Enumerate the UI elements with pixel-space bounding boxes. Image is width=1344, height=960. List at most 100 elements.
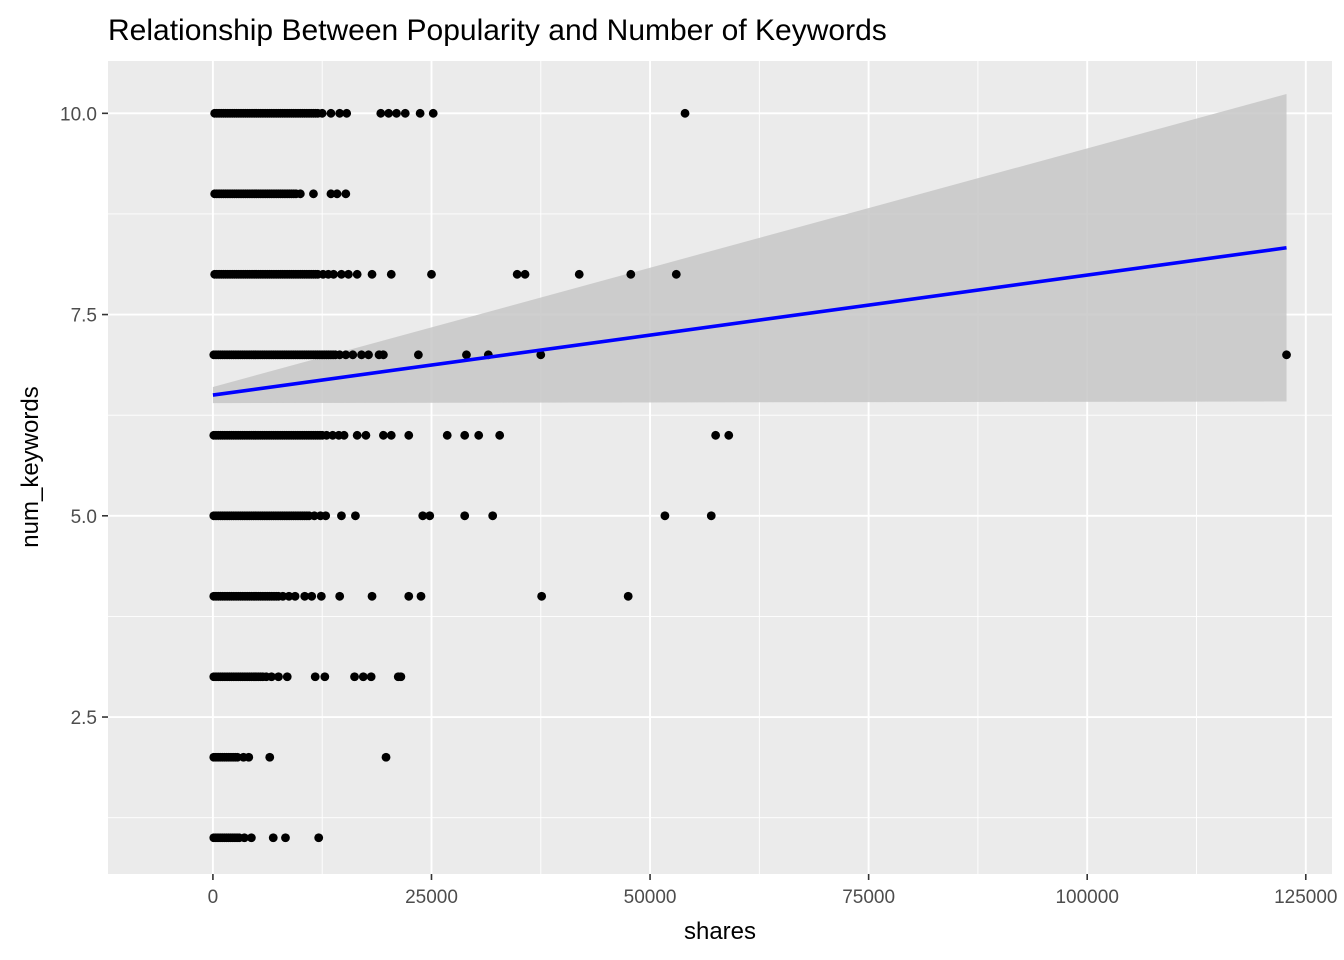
data-point (428, 108, 438, 118)
data-point (404, 430, 414, 440)
data-point (328, 430, 338, 440)
data-point (386, 269, 396, 279)
y-tick-label: 10.0 (60, 104, 97, 125)
data-point (1282, 350, 1291, 360)
data-point (537, 591, 547, 601)
data-point (379, 430, 388, 440)
data-point (488, 511, 498, 521)
y-axis-title: num_keywords (17, 386, 44, 547)
fit-line-layer (212, 245, 1287, 397)
x-tick-label: 0 (208, 887, 219, 908)
data-point (326, 108, 336, 118)
data-point (520, 269, 530, 279)
data-point (267, 672, 276, 682)
data-point (239, 833, 249, 843)
data-point (427, 269, 436, 279)
data-point (329, 269, 338, 279)
chart-title: Relationship Between Popularity and Numb… (108, 14, 887, 47)
data-point (244, 752, 254, 762)
data-point (342, 108, 352, 118)
data-point (460, 430, 470, 440)
major-gridlines (108, 61, 1332, 874)
data-point (660, 511, 670, 521)
data-point (381, 752, 391, 762)
data-point (341, 350, 351, 360)
x-tick-label: 100000 (1055, 887, 1118, 908)
data-point (322, 430, 331, 440)
x-axis: 0 25000 50000 75000 100000 125000 (208, 874, 1337, 908)
x-tick-label: 50000 (624, 887, 677, 908)
data-point (335, 591, 345, 601)
data-point (316, 591, 326, 601)
data-point (460, 511, 470, 521)
data-point (392, 108, 401, 118)
data-point (474, 430, 484, 440)
data-point (512, 269, 522, 279)
data-point (404, 591, 414, 601)
data-point (290, 591, 300, 601)
data-point (337, 269, 346, 279)
data-point (671, 269, 681, 279)
data-point (367, 269, 377, 279)
data-point (626, 269, 636, 279)
data-point (310, 672, 320, 682)
data-point (711, 430, 721, 440)
y-tick-label: 5.0 (71, 507, 97, 528)
data-point (413, 350, 423, 360)
data-point (246, 833, 256, 843)
data-point (317, 108, 327, 118)
y-tick-label: 7.5 (71, 306, 97, 327)
data-point (574, 269, 584, 279)
data-points (209, 108, 1291, 843)
data-point (536, 350, 546, 360)
data-point (358, 672, 368, 682)
data-point (265, 752, 275, 762)
y-axis: 2.5 5.0 7.5 10.0 (60, 104, 108, 729)
data-point (350, 672, 359, 682)
x-axis-title: shares (684, 918, 756, 945)
data-point (314, 833, 324, 843)
data-point (320, 672, 330, 682)
data-point (232, 752, 242, 762)
data-point (724, 430, 734, 440)
x-tick-label: 125000 (1274, 887, 1337, 908)
data-point (706, 511, 716, 521)
data-point (335, 350, 345, 360)
data-point (364, 350, 373, 360)
data-point (386, 430, 396, 440)
data-point (351, 511, 360, 521)
confidence-band-layer (212, 94, 1287, 404)
y-tick-label: 2.5 (71, 708, 97, 729)
data-point (366, 672, 376, 682)
data-point (416, 591, 426, 601)
data-point (278, 591, 288, 601)
data-point (300, 591, 310, 601)
data-point (425, 511, 435, 521)
data-point (352, 430, 362, 440)
data-point (274, 672, 283, 682)
data-point (344, 269, 353, 279)
data-point (623, 591, 633, 601)
data-point (442, 430, 452, 440)
data-point (281, 833, 290, 843)
data-point (367, 591, 377, 601)
data-point (332, 189, 342, 199)
data-point (348, 350, 358, 360)
data-point (495, 430, 505, 440)
data-point (341, 189, 351, 199)
fit-line (212, 245, 1287, 397)
data-point (379, 350, 388, 360)
data-point (462, 350, 471, 360)
data-point (309, 511, 319, 521)
confidence-band (212, 94, 1287, 404)
data-point (418, 511, 428, 521)
data-point (376, 108, 386, 118)
data-point (295, 189, 305, 199)
data-point (352, 269, 362, 279)
data-point (309, 189, 318, 199)
x-tick-label: 25000 (405, 887, 458, 908)
data-point (415, 108, 425, 118)
data-point (357, 350, 366, 360)
